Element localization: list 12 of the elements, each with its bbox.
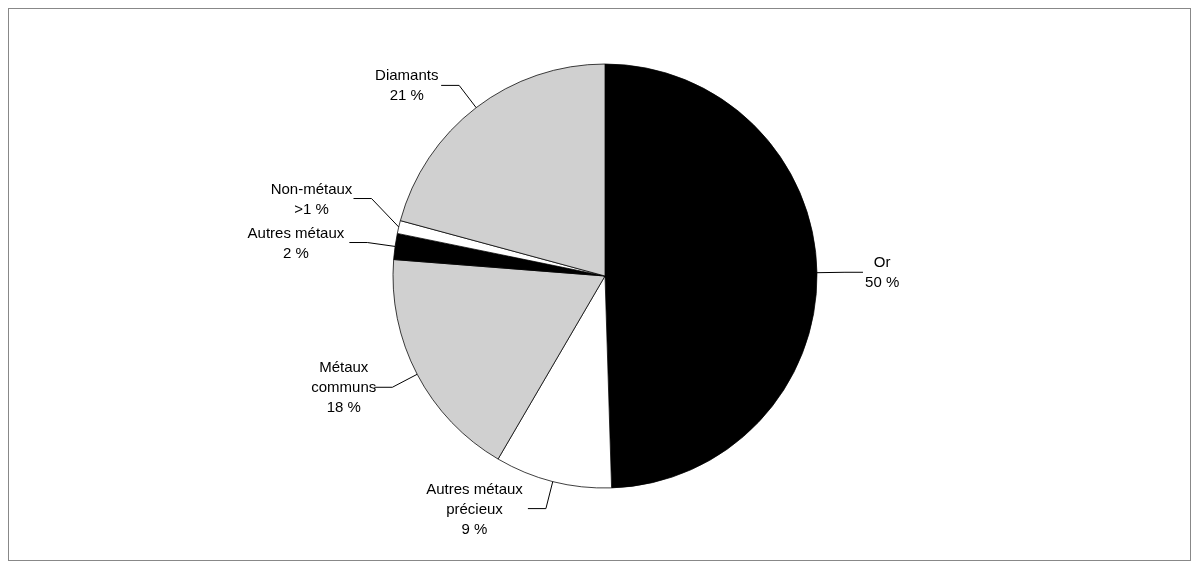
data-label: 2 % (283, 243, 309, 261)
slice-label: Diamants (375, 66, 439, 84)
slice-label: Or (873, 253, 891, 271)
data-label: 18 % (326, 398, 361, 416)
slice-label: Métaux communs (311, 358, 377, 396)
data-label: 50 % (865, 273, 900, 291)
data-label: >1 % (294, 199, 329, 217)
data-label: 21 % (389, 86, 424, 104)
slice-label: Autres métaux précieux (426, 479, 524, 517)
slice-label: Non-métaux (270, 179, 353, 197)
data-label: 9 % (461, 519, 488, 537)
slice-label: Autres métaux (247, 223, 345, 241)
